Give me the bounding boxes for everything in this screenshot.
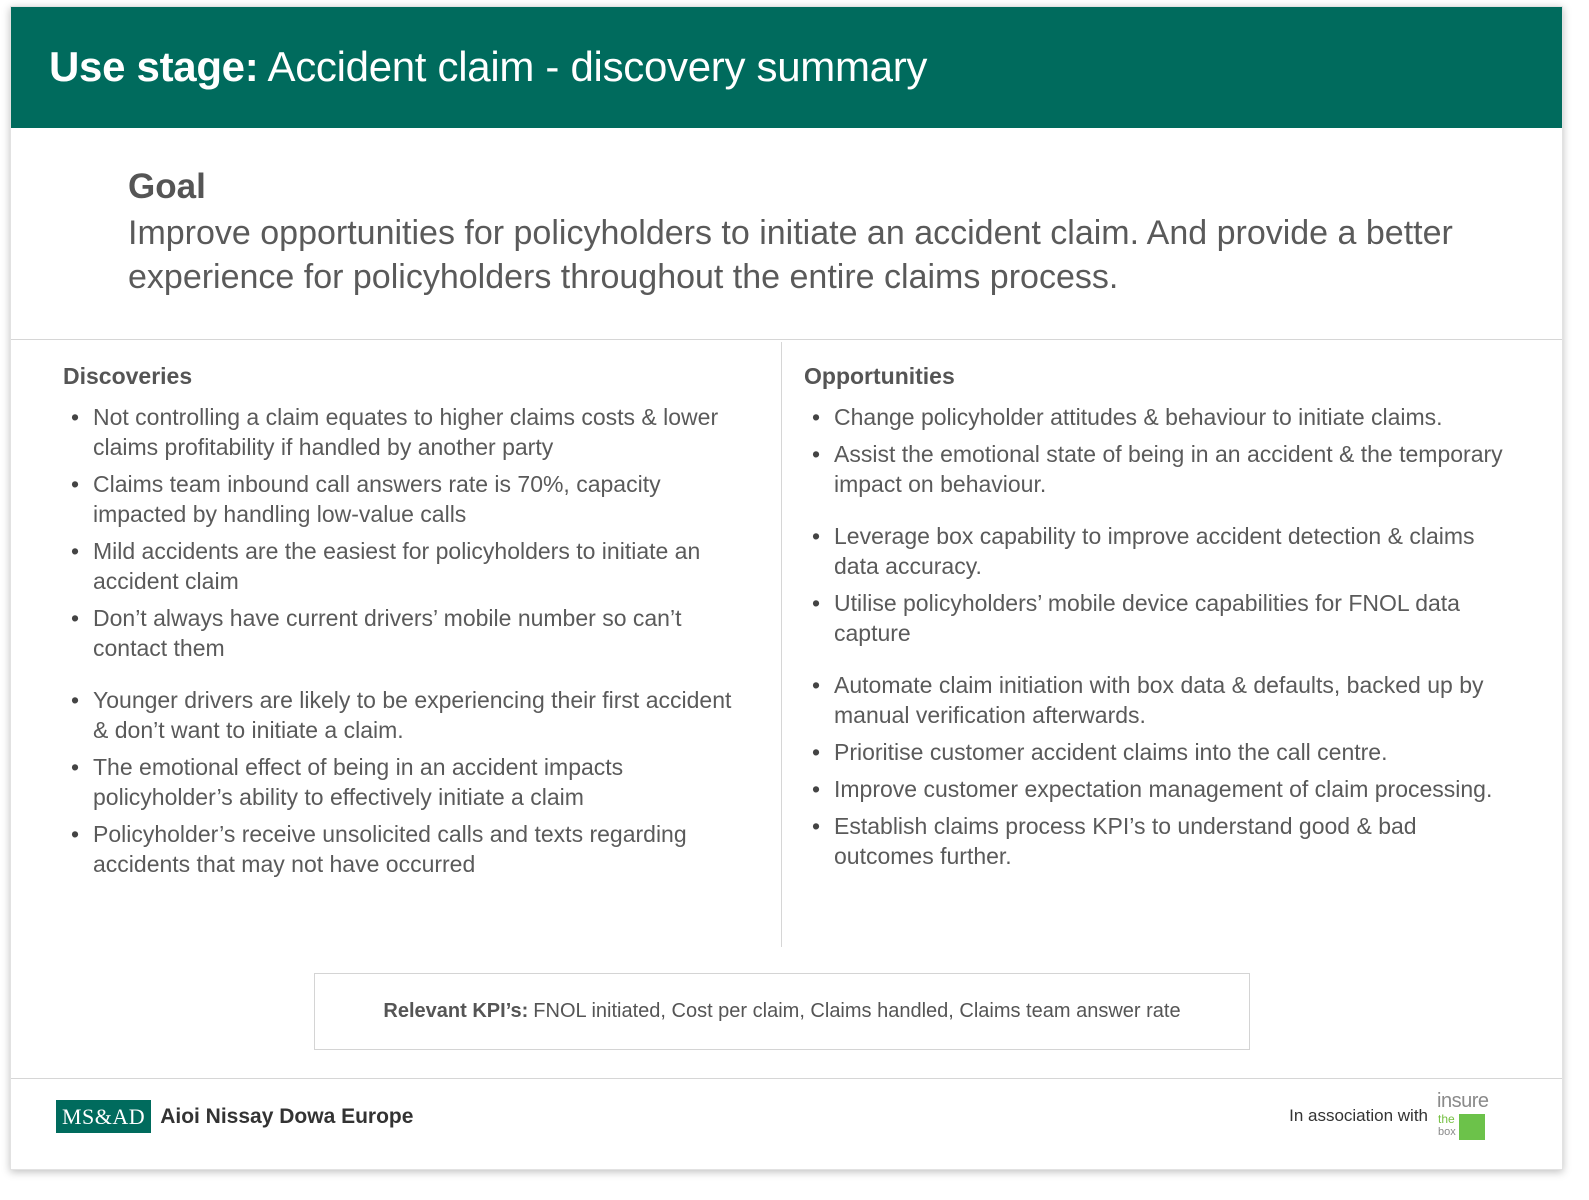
- discoveries-list: Not controlling a claim equates to highe…: [63, 402, 743, 879]
- list-item: Don’t always have current drivers’ mobil…: [63, 603, 743, 663]
- list-item: Claims team inbound call answers rate is…: [63, 469, 743, 529]
- page-title-rest: Accident claim - discovery summary: [267, 43, 928, 90]
- title-bar: Use stage: Accident claim - discovery su…: [11, 7, 1562, 128]
- list-item: Improve customer expectation management …: [804, 774, 1504, 804]
- list-item: Assist the emotional state of being in a…: [804, 439, 1504, 499]
- list-item: Younger drivers are likely to be experie…: [63, 685, 743, 745]
- green-square-icon: [1459, 1114, 1485, 1140]
- logo-word-insure: insure: [1437, 1090, 1489, 1112]
- list-item: Policyholder’s receive unsolicited calls…: [63, 819, 743, 879]
- logo-word-the: the: [1438, 1112, 1455, 1126]
- association-text: In association with: [1289, 1106, 1428, 1125]
- kpi-text: FNOL initiated, Cost per claim, Claims h…: [533, 1000, 1181, 1022]
- column-divider: [781, 342, 782, 947]
- list-item: Automate claim initiation with box data …: [804, 670, 1504, 730]
- page-title-bold: Use stage:: [49, 43, 259, 90]
- list-item: Prioritise customer accident claims into…: [804, 737, 1504, 767]
- logo-word-box: box: [1438, 1126, 1456, 1138]
- kpi-box: Relevant KPI’s: FNOL initiated, Cost per…: [314, 973, 1250, 1050]
- page-title: Use stage: Accident claim - discovery su…: [49, 43, 927, 91]
- goal-title: Goal: [128, 167, 206, 206]
- insure-the-box-logo: insure the box: [1437, 1090, 1489, 1142]
- discoveries-column: Discoveries Not controlling a claim equa…: [63, 362, 743, 886]
- goal-text: Improve opportunities for policyholders …: [128, 214, 1453, 296]
- list-item: Mild accidents are the easiest for polic…: [63, 536, 743, 596]
- list-item: Utilise policyholders’ mobile device cap…: [804, 588, 1504, 648]
- kpi-label: Relevant KPI’s:: [383, 1000, 529, 1022]
- list-item: The emotional effect of being in an acci…: [63, 752, 743, 812]
- msad-logo: MS&AD Aioi Nissay Dowa Europe: [56, 1100, 413, 1133]
- divider-bottom: [11, 1078, 1562, 1079]
- opportunities-column: Opportunities Change policyholder attitu…: [804, 362, 1504, 878]
- discoveries-heading: Discoveries: [63, 363, 193, 389]
- msad-logo-mark: MS&AD: [56, 1100, 152, 1133]
- opportunities-heading: Opportunities: [804, 363, 955, 389]
- goal-section: Goal Improve opportunities for policyhol…: [128, 167, 1468, 299]
- list-item: Leverage box capability to improve accid…: [804, 521, 1504, 581]
- company-name: Aioi Nissay Dowa Europe: [160, 1104, 414, 1128]
- list-item: Establish claims process KPI’s to unders…: [804, 811, 1504, 871]
- divider-top: [11, 339, 1562, 340]
- opportunities-list: Change policyholder attitudes & behaviou…: [804, 402, 1504, 871]
- slide: Use stage: Accident claim - discovery su…: [10, 6, 1563, 1170]
- list-item: Change policyholder attitudes & behaviou…: [804, 402, 1504, 432]
- list-item: Not controlling a claim equates to highe…: [63, 402, 743, 462]
